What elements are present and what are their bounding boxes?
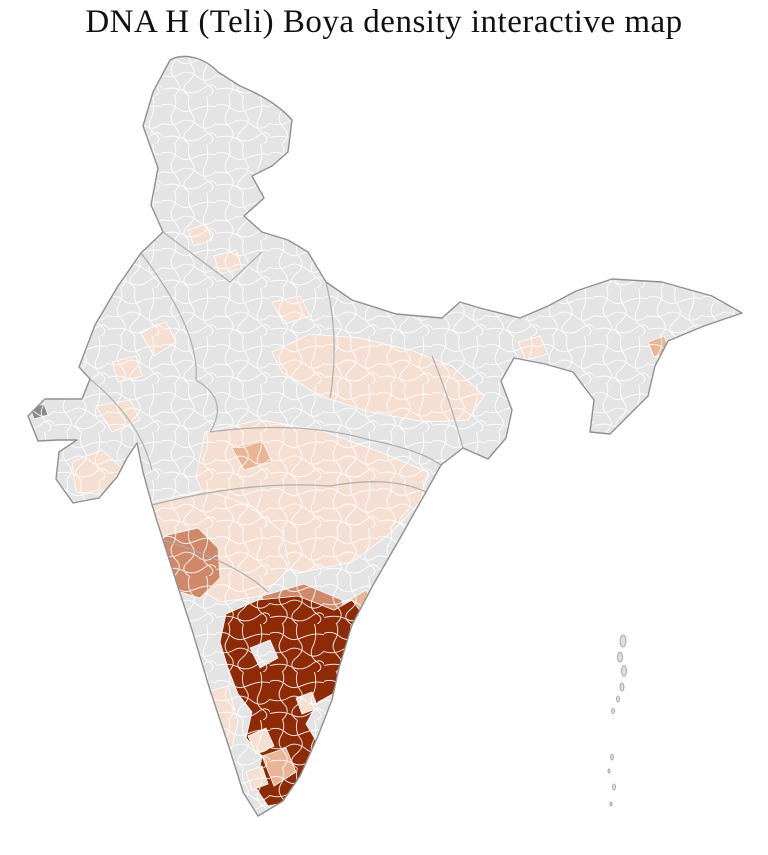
india-outline	[27, 55, 743, 817]
region-kolkata-anomaly[interactable]	[497, 447, 519, 469]
andaman-nicobar-islands[interactable]	[607, 634, 627, 807]
district-mesh	[28, 56, 742, 816]
state-borders	[89, 231, 464, 593]
page-title: DNA H (Teli) Boya density interactive ma…	[85, 4, 683, 40]
